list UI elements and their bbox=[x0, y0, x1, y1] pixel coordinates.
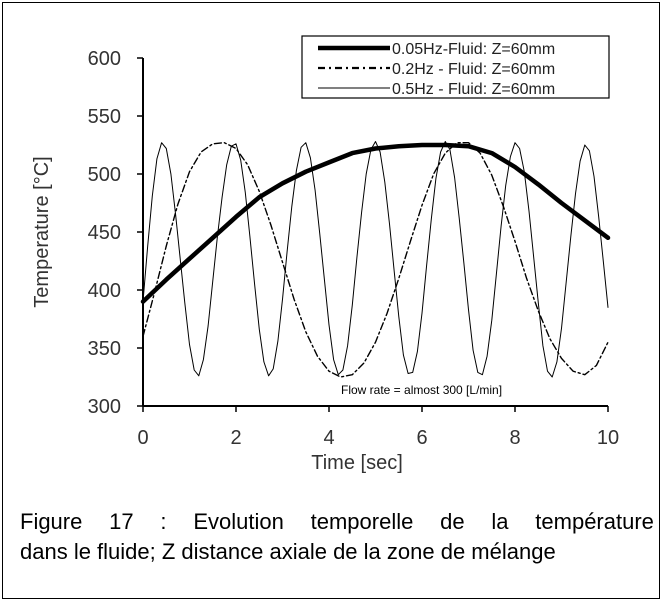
series-line-0 bbox=[140, 142, 611, 304]
caption-word: : bbox=[160, 509, 167, 534]
x-tick-label: 4 bbox=[323, 427, 334, 449]
caption-word: Evolution bbox=[193, 509, 284, 534]
y-tick-label: 300 bbox=[88, 396, 121, 418]
caption-line-2: dans le fluide; Z distance axiale de la … bbox=[20, 539, 556, 564]
y-tick-label: 450 bbox=[88, 222, 121, 244]
x-axis-label: Time [sec] bbox=[311, 452, 403, 474]
y-tick-label: 350 bbox=[88, 338, 121, 360]
legend-label-2: 0.5Hz - Fluid: Z=60mm bbox=[392, 81, 555, 98]
series-layer bbox=[140, 141, 611, 378]
caption-word: température bbox=[535, 509, 654, 534]
legend-label-0: 0.05Hz-Fluid: Z=60mm bbox=[392, 41, 555, 58]
x-tick-label: 2 bbox=[230, 427, 241, 449]
y-tick-label: 500 bbox=[88, 164, 121, 186]
flow-rate-annotation: Flow rate = almost 300 [L/min] bbox=[341, 383, 502, 397]
y-tick-label: 400 bbox=[88, 280, 121, 302]
x-tick-label: 6 bbox=[416, 427, 427, 449]
ticks: 0 2 4 6 8 10 300 350 400 450 500 550 600 bbox=[88, 48, 620, 449]
caption-word: de bbox=[440, 509, 465, 534]
series-line-2 bbox=[142, 141, 609, 378]
x-tick-label: 8 bbox=[509, 427, 520, 449]
caption-word: Figure bbox=[20, 509, 83, 534]
y-tick-label: 550 bbox=[88, 106, 121, 128]
caption-line-1: Figure 17: Evolution temporelle de la températ… bbox=[20, 507, 654, 537]
y-tick-label: 600 bbox=[88, 48, 121, 70]
x-tick-label: 0 bbox=[137, 427, 148, 449]
x-tick-label: 10 bbox=[597, 427, 619, 449]
caption-word: temporelle bbox=[310, 509, 414, 534]
series-line-1 bbox=[142, 141, 609, 378]
plot-area bbox=[142, 58, 608, 407]
legend: 0.05Hz-Fluid: Z=60mm 0.2Hz - Fluid: Z=60… bbox=[301, 35, 610, 99]
legend-label-1: 0.2Hz - Fluid: Z=60mm bbox=[392, 61, 555, 78]
y-axis-label: Temperature [°C] bbox=[31, 156, 53, 307]
caption-word: 17 bbox=[109, 509, 134, 534]
figure-caption: Figure 17: Evolution temporelle de la températ… bbox=[20, 507, 654, 567]
caption-word: la bbox=[491, 509, 509, 534]
